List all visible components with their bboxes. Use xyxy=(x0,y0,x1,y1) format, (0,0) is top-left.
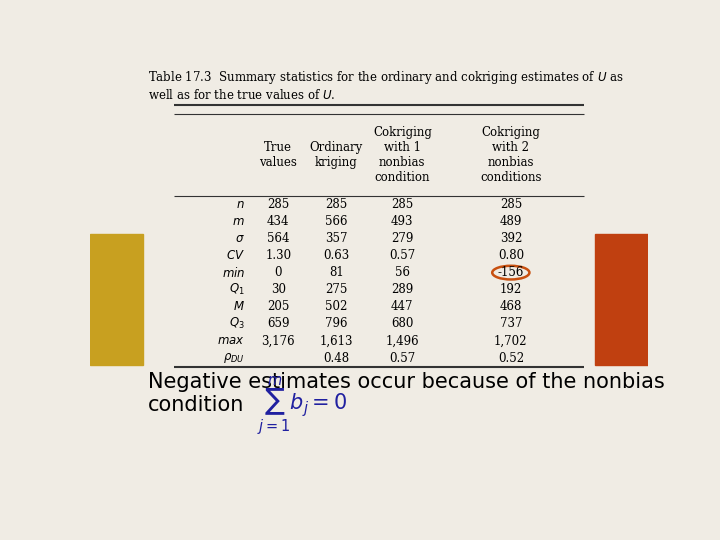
Text: $m$: $m$ xyxy=(233,215,245,228)
Text: $\sum_{j=1}^{m} b_j = 0$: $\sum_{j=1}^{m} b_j = 0$ xyxy=(256,374,347,436)
Text: $M$: $M$ xyxy=(233,300,245,313)
Text: 502: 502 xyxy=(325,300,348,313)
Text: $Q_3$: $Q_3$ xyxy=(229,316,245,332)
Text: Table 17.3  Summary statistics for the ordinary and cokriging estimates of $U$ a: Table 17.3 Summary statistics for the or… xyxy=(148,69,624,102)
Text: $\rho_{DU}$: $\rho_{DU}$ xyxy=(223,351,245,365)
Text: 56: 56 xyxy=(395,266,410,279)
Text: 279: 279 xyxy=(391,232,413,245)
Text: 285: 285 xyxy=(267,198,289,211)
Text: 468: 468 xyxy=(500,300,522,313)
Text: 0.52: 0.52 xyxy=(498,352,524,365)
Text: 1.30: 1.30 xyxy=(265,249,292,262)
Bar xyxy=(595,234,648,365)
Text: 357: 357 xyxy=(325,232,348,245)
Text: 192: 192 xyxy=(500,283,522,296)
Text: 289: 289 xyxy=(391,283,413,296)
Text: 0.48: 0.48 xyxy=(323,352,349,365)
Text: 737: 737 xyxy=(500,318,522,330)
Bar xyxy=(90,234,143,365)
Text: $\sigma$: $\sigma$ xyxy=(235,232,245,245)
Text: 205: 205 xyxy=(267,300,289,313)
Text: 0.57: 0.57 xyxy=(390,352,415,365)
Text: 1,496: 1,496 xyxy=(385,334,419,348)
Text: 1,613: 1,613 xyxy=(320,334,354,348)
Text: 285: 285 xyxy=(325,198,348,211)
Text: 285: 285 xyxy=(391,198,413,211)
Text: $CV$: $CV$ xyxy=(226,249,245,262)
Text: condition: condition xyxy=(148,395,245,415)
Text: $min$: $min$ xyxy=(222,266,245,280)
Text: 659: 659 xyxy=(267,318,289,330)
Text: $Q_1$: $Q_1$ xyxy=(229,282,245,297)
Text: 0.63: 0.63 xyxy=(323,249,350,262)
Text: 392: 392 xyxy=(500,232,522,245)
Text: 566: 566 xyxy=(325,215,348,228)
Text: 0: 0 xyxy=(274,266,282,279)
Text: 489: 489 xyxy=(500,215,522,228)
Text: -156: -156 xyxy=(498,266,524,279)
Text: 796: 796 xyxy=(325,318,348,330)
Text: $n$: $n$ xyxy=(236,198,245,211)
Text: 680: 680 xyxy=(391,318,413,330)
Text: 434: 434 xyxy=(267,215,289,228)
Text: True
values: True values xyxy=(259,141,297,169)
Text: 447: 447 xyxy=(391,300,413,313)
Text: Cokriging
with 2
nonbias
conditions: Cokriging with 2 nonbias conditions xyxy=(480,126,541,184)
Text: 0.57: 0.57 xyxy=(390,249,415,262)
Text: 493: 493 xyxy=(391,215,413,228)
Text: Cokriging
with 1
nonbias
condition: Cokriging with 1 nonbias condition xyxy=(373,126,432,184)
Text: 275: 275 xyxy=(325,283,348,296)
Text: 564: 564 xyxy=(267,232,289,245)
Text: 0.80: 0.80 xyxy=(498,249,524,262)
Text: Ordinary
kriging: Ordinary kriging xyxy=(310,141,363,169)
Text: 30: 30 xyxy=(271,283,286,296)
Text: $max$: $max$ xyxy=(217,334,245,348)
Text: 81: 81 xyxy=(329,266,344,279)
Text: Negative estimates occur because of the nonbias: Negative estimates occur because of the … xyxy=(148,372,665,392)
Text: 3,176: 3,176 xyxy=(261,334,295,348)
Text: 285: 285 xyxy=(500,198,522,211)
Text: 1,702: 1,702 xyxy=(494,334,528,348)
